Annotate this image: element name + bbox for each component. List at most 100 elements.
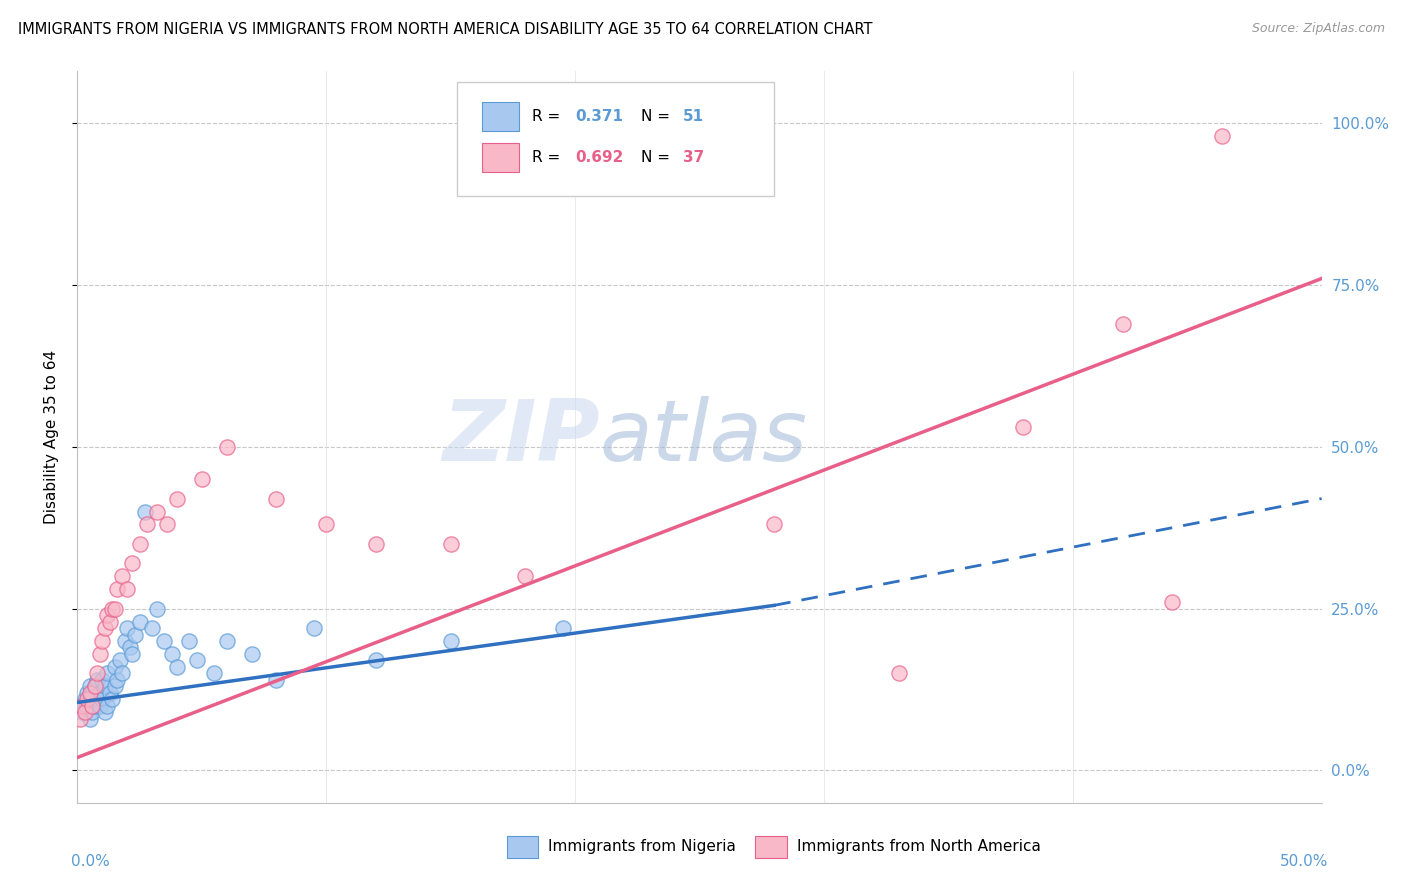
FancyBboxPatch shape [482, 143, 519, 172]
Point [83, 679, 105, 693]
Point [101, 601, 124, 615]
Point [1161, 595, 1184, 609]
Point [76, 686, 98, 700]
Point [79, 679, 101, 693]
Point [79, 692, 101, 706]
Point [86, 692, 108, 706]
Point [91, 673, 114, 687]
Point [515, 569, 537, 583]
Point [104, 601, 127, 615]
Point [91, 634, 114, 648]
Point [134, 504, 156, 518]
Point [76, 698, 98, 713]
FancyBboxPatch shape [755, 836, 786, 858]
Point [121, 647, 143, 661]
Point [83, 679, 105, 693]
Point [160, 647, 183, 661]
Point [111, 666, 134, 681]
Point [1111, 317, 1133, 331]
Text: 51: 51 [683, 109, 704, 124]
FancyBboxPatch shape [482, 102, 519, 131]
Text: Immigrants from Nigeria: Immigrants from Nigeria [548, 839, 735, 855]
Text: R =: R = [531, 109, 565, 124]
FancyBboxPatch shape [506, 836, 537, 858]
Point [82, 686, 104, 700]
Point [115, 582, 138, 597]
Point [118, 640, 141, 655]
Point [440, 634, 463, 648]
Point [96, 698, 118, 713]
Point [302, 621, 325, 635]
Point [1012, 420, 1035, 434]
Point [128, 615, 150, 629]
Point [73, 705, 96, 719]
Point [104, 679, 127, 693]
Text: R =: R = [531, 150, 565, 165]
Text: 0.692: 0.692 [575, 150, 623, 165]
Point [153, 634, 176, 648]
Text: N =: N = [641, 150, 675, 165]
Point [146, 504, 169, 518]
Point [240, 647, 263, 661]
Point [96, 666, 118, 681]
Point [72, 698, 94, 713]
Point [93, 705, 115, 719]
Point [551, 621, 574, 635]
Point [114, 634, 136, 648]
Point [105, 582, 128, 597]
Point [156, 517, 179, 532]
Point [91, 692, 114, 706]
Point [266, 491, 288, 506]
Point [186, 653, 208, 667]
Point [202, 666, 225, 681]
Point [69, 712, 91, 726]
Point [105, 673, 128, 687]
Text: Source: ZipAtlas.com: Source: ZipAtlas.com [1251, 22, 1385, 36]
Point [124, 627, 146, 641]
Point [93, 679, 115, 693]
Point [86, 673, 108, 687]
Point [104, 660, 127, 674]
Y-axis label: Disability Age 35 to 64: Disability Age 35 to 64 [44, 350, 59, 524]
Point [79, 712, 101, 726]
Point [82, 705, 104, 719]
Point [83, 698, 105, 713]
Point [115, 621, 138, 635]
Point [315, 517, 337, 532]
Point [101, 692, 124, 706]
Text: 0.0%: 0.0% [72, 854, 110, 869]
Point [86, 666, 108, 681]
Point [440, 537, 463, 551]
Point [93, 621, 115, 635]
Point [364, 537, 387, 551]
Point [72, 705, 94, 719]
Point [69, 698, 91, 713]
Point [128, 537, 150, 551]
Point [89, 698, 111, 713]
Point [98, 686, 121, 700]
Point [82, 698, 104, 713]
Point [266, 673, 288, 687]
Text: IMMIGRANTS FROM NIGERIA VS IMMIGRANTS FROM NORTH AMERICA DISABILITY AGE 35 TO 64: IMMIGRANTS FROM NIGERIA VS IMMIGRANTS FR… [18, 22, 873, 37]
Point [121, 557, 143, 571]
Point [146, 601, 169, 615]
Text: 50.0%: 50.0% [1279, 854, 1327, 869]
Text: Immigrants from North America: Immigrants from North America [797, 839, 1040, 855]
Point [1211, 129, 1233, 144]
Point [215, 440, 238, 454]
Point [141, 621, 163, 635]
Point [364, 653, 387, 667]
Text: 37: 37 [683, 150, 704, 165]
Point [111, 569, 134, 583]
Point [89, 686, 111, 700]
Point [79, 686, 101, 700]
Point [73, 692, 96, 706]
Point [108, 653, 131, 667]
Text: atlas: atlas [600, 395, 808, 479]
Point [887, 666, 910, 681]
Point [98, 615, 121, 629]
Text: N =: N = [641, 109, 675, 124]
Point [191, 472, 214, 486]
Point [136, 517, 159, 532]
Text: 0.371: 0.371 [575, 109, 623, 124]
